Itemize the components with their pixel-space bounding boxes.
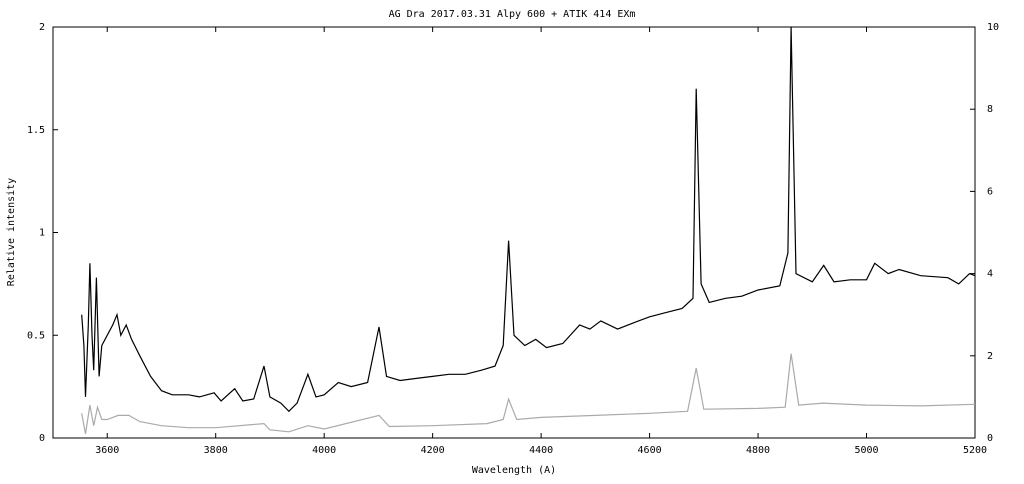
chart-title: AG Dra 2017.03.31 Alpy 600 + ATIK 414 EX… bbox=[389, 9, 636, 20]
x-axis-label: Wavelength (A) bbox=[472, 465, 556, 476]
y-tick-label: 0.5 bbox=[27, 330, 45, 341]
y-tick-label: 2 bbox=[39, 22, 45, 33]
x-tick-label: 3600 bbox=[95, 445, 119, 456]
x-tick-label: 5200 bbox=[963, 445, 987, 456]
x-tick-label: 4000 bbox=[312, 445, 336, 456]
x-tick-label: 4400 bbox=[529, 445, 553, 456]
y2-tick-label: 6 bbox=[987, 186, 993, 197]
y-axis-label: Relative intensity bbox=[6, 178, 17, 286]
y-tick-label: 0 bbox=[39, 433, 45, 444]
x-tick-label: 4600 bbox=[638, 445, 662, 456]
y2-tick-label: 8 bbox=[987, 104, 993, 115]
y-tick-label: 1 bbox=[39, 228, 45, 239]
y2-tick-label: 2 bbox=[987, 351, 993, 362]
y2-tick-label: 4 bbox=[987, 269, 993, 280]
spectrum-line bbox=[81, 353, 976, 435]
y2-tick-label: 0 bbox=[987, 433, 993, 444]
x-tick-label: 4800 bbox=[746, 445, 770, 456]
x-tick-label: 3800 bbox=[204, 445, 228, 456]
x-tick-label: 4200 bbox=[421, 445, 445, 456]
x-tick-label: 5000 bbox=[854, 445, 878, 456]
plot-frame bbox=[52, 26, 976, 439]
y2-tick-label: 10 bbox=[987, 22, 999, 33]
y-tick-label: 1.5 bbox=[27, 125, 45, 136]
spectrum-line bbox=[81, 26, 976, 413]
